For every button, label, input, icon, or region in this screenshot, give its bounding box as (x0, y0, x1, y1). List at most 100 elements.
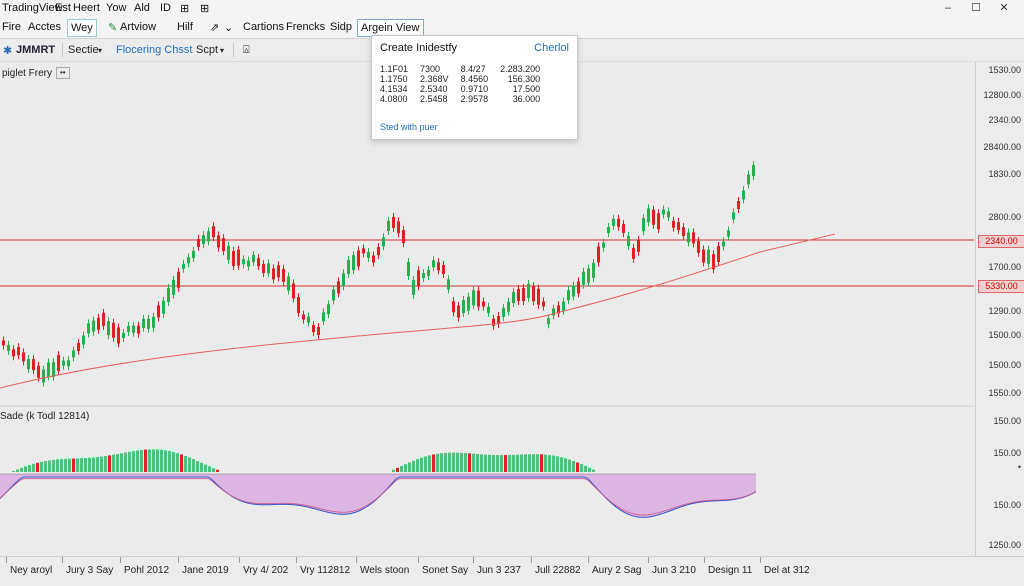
oscillator-bar (132, 451, 135, 472)
symbol-icon[interactable]: ✱ (3, 45, 13, 57)
candle (752, 165, 755, 177)
candle (462, 300, 465, 313)
date-tick (356, 557, 357, 563)
candle (7, 344, 10, 351)
menu-artviow[interactable]: Artviow (120, 21, 157, 33)
oscillator-bar (108, 455, 111, 472)
candle (527, 283, 530, 298)
candle (27, 359, 30, 370)
menu-hilf[interactable]: Hilf (177, 21, 193, 33)
title-menu-ald[interactable]: Ald (134, 2, 150, 14)
section-dropdown[interactable]: Sectie (68, 44, 99, 56)
title-menu-edit[interactable]: Est (55, 2, 71, 14)
oscillator-bar (68, 458, 71, 472)
oscillator-bar (444, 452, 447, 472)
popup-cell: 2.5458 (420, 94, 448, 104)
time-axis[interactable]: Ney aroyl Jury 3 Say Pohl 2012 Jane 2019 Vry… (0, 556, 1024, 586)
oscillator-bar (164, 450, 167, 472)
candle (337, 281, 340, 294)
candle (562, 301, 565, 311)
chevron-down-icon[interactable]: ▾ (98, 46, 103, 55)
menu-sidp[interactable]: Sidp (330, 21, 353, 33)
oscillator-bar (516, 454, 519, 472)
minimize-button[interactable]: – (944, 2, 952, 14)
oscillator-bar (492, 454, 495, 472)
date-label: Jury 3 Say (66, 565, 114, 576)
candle (232, 250, 235, 266)
candle (307, 316, 310, 323)
candle (612, 218, 615, 226)
oscillator-bar (72, 458, 75, 472)
oscillator-bar (464, 453, 467, 472)
pencil-icon[interactable]: ✎ (108, 22, 118, 34)
arrow-tool-icon[interactable]: ⇗ (210, 22, 220, 34)
chart-type-button[interactable]: Flocering Chsst (116, 44, 193, 56)
candle (367, 251, 370, 258)
date-label: Design 11 (708, 565, 753, 576)
candle (62, 360, 65, 366)
oscillator-bar (472, 453, 475, 472)
oscillator-bar (84, 458, 87, 472)
date-tick (704, 557, 705, 563)
title-menu-heert[interactable]: Heert (73, 2, 100, 14)
candle (152, 316, 155, 328)
menu-fire[interactable]: Fire (2, 21, 21, 33)
price-axis-label: 28400.00 (983, 142, 1021, 152)
oscillator-bar (188, 457, 191, 472)
candle (637, 239, 640, 252)
candle (737, 201, 740, 209)
candle (212, 226, 215, 238)
menu-acctes[interactable]: Acctes (28, 21, 62, 33)
oscillator-bar (532, 454, 535, 472)
oscillator-bar (572, 460, 575, 472)
settings-dropdown[interactable]: Scpt (196, 44, 219, 56)
title-menu-yow[interactable]: Yow (106, 2, 127, 14)
menu-wey[interactable]: Wey (67, 19, 97, 37)
oscillator-bar (552, 455, 555, 472)
candle (587, 268, 590, 283)
symbol-search[interactable]: JMMRT (16, 44, 56, 56)
candle (427, 270, 430, 276)
candle (557, 305, 560, 314)
popup-cell: 17.500 (512, 84, 541, 94)
popup-footer-link[interactable]: Sted with puer (380, 122, 438, 132)
popup-cell: 2.368V (420, 74, 449, 84)
oscillator-bar (16, 469, 19, 472)
candle (662, 209, 665, 215)
candle (342, 273, 345, 287)
chevron-down-icon-2[interactable]: ▾ (220, 46, 225, 55)
indicator-popup[interactable]: Create Inidestfy Cherlol 1.1F01 7300 8.4/2… (371, 35, 578, 140)
candle (82, 335, 85, 345)
candle (272, 268, 275, 280)
price-axis-label: 12800.00 (983, 90, 1021, 100)
candle (572, 285, 575, 297)
menu-cartions[interactable]: Cartions (243, 21, 284, 33)
price-chart[interactable] (0, 62, 974, 556)
id-icon[interactable]: ID (160, 2, 171, 14)
close-button[interactable]: ✕ (999, 2, 1009, 14)
oscillator-bar (564, 458, 567, 472)
grid-icon[interactable]: ⊞ (180, 3, 190, 15)
menu-frencks[interactable]: Frencks (286, 21, 326, 33)
legend-options-button[interactable]: •• (56, 67, 70, 79)
candle (407, 262, 410, 276)
oscillator-bar (52, 459, 55, 472)
price-axis[interactable]: 1530.00 12800.00 2340.00 28400.00 1830.00 280… (975, 62, 1024, 556)
popup-link[interactable]: Cherlol (534, 42, 569, 54)
maximize-button[interactable]: ☐ (971, 2, 981, 14)
candle (242, 259, 245, 265)
candle (472, 290, 475, 306)
grid-icon-2[interactable]: ⊞ (200, 3, 210, 15)
popup-cell: 8.4/27 (460, 64, 486, 74)
oscillator-bar (484, 454, 487, 472)
oscillator-bar (412, 460, 415, 472)
candle (697, 240, 700, 253)
date-tick (473, 557, 474, 563)
lock-icon[interactable]: ⍓ (243, 44, 250, 56)
chevron-down-icon[interactable]: ⌄ (224, 22, 234, 34)
oscillator-bar (20, 467, 23, 472)
oscillator-bar (136, 450, 139, 472)
candle (2, 340, 5, 346)
candle (717, 246, 720, 262)
candle (577, 281, 580, 294)
